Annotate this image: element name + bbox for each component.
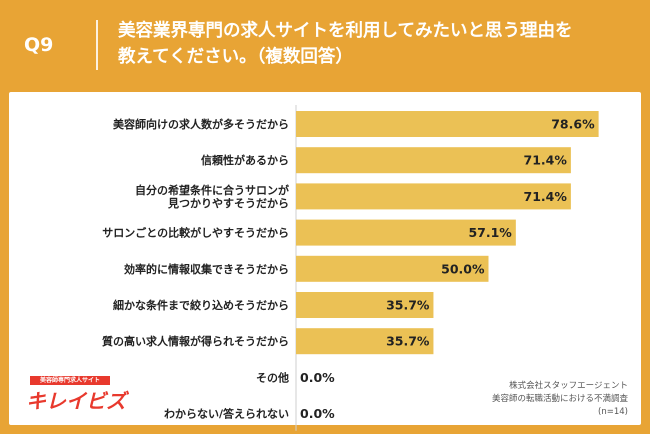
category-label: 質の高い求人情報が得られそうだから — [102, 334, 289, 348]
value-label: 0.0% — [300, 370, 335, 385]
logo-tagline: 美容師専門求人サイト — [30, 376, 110, 385]
category-label: 自分の希望条件に合うサロンが — [135, 183, 289, 197]
bar — [296, 292, 434, 318]
source-survey: 美容師の転職活動における不満調査 — [491, 394, 628, 404]
logo-name: キレイビズ — [26, 389, 126, 413]
value-label: 78.6% — [551, 117, 595, 132]
bar — [296, 183, 571, 210]
question-header: Q9 美容業界専門の求人サイトを利用してみたいと思う理由を 教えてください。（複… — [0, 0, 650, 88]
category-label: サロンごとの比較がしやすそうだから — [102, 226, 289, 240]
category-label: 効率的に情報収集できそうだから — [124, 262, 289, 276]
source-company: 株式会社スタッフエージェント — [509, 381, 628, 391]
bar — [296, 328, 434, 355]
category-label: その他 — [256, 370, 289, 384]
source-note: 株式会社スタッフエージェント 美容師の転職活動における不満調査 (n=14) — [492, 380, 628, 419]
category-label: 細かな条件まで絞り込めそうだから — [113, 298, 289, 312]
value-label: 0.0% — [300, 406, 335, 421]
bar — [296, 219, 516, 246]
bar — [296, 147, 571, 174]
value-label: 71.4% — [524, 153, 568, 168]
category-label: 美容師向けの求人数が多そうだから — [113, 117, 289, 131]
category-label: 見つかりやすそうだから — [167, 197, 289, 210]
question-line-2: 教えてください。（複数回答） — [118, 47, 353, 67]
category-label: わからない/答えられない — [164, 407, 289, 421]
value-label: 50.0% — [441, 261, 485, 276]
value-label: 71.4% — [524, 189, 568, 204]
value-label: 35.7% — [386, 298, 430, 313]
bar — [296, 255, 489, 282]
brand-logo: 美容師専門求人サイト キレイビズ — [26, 376, 126, 413]
question-text: 美容業界専門の求人サイトを利用してみたいと思う理由を 教えてください。（複数回答… — [118, 18, 638, 70]
source-sample-size: (n=14) — [598, 407, 628, 417]
value-label: 35.7% — [386, 334, 430, 349]
question-line-1: 美容業界専門の求人サイトを利用してみたいと思う理由を — [118, 21, 573, 41]
header-divider — [96, 20, 98, 70]
question-number: Q9 — [24, 34, 54, 56]
category-label: 信頼性があるから — [201, 153, 289, 167]
value-label: 57.1% — [468, 225, 512, 240]
bar — [296, 111, 599, 137]
